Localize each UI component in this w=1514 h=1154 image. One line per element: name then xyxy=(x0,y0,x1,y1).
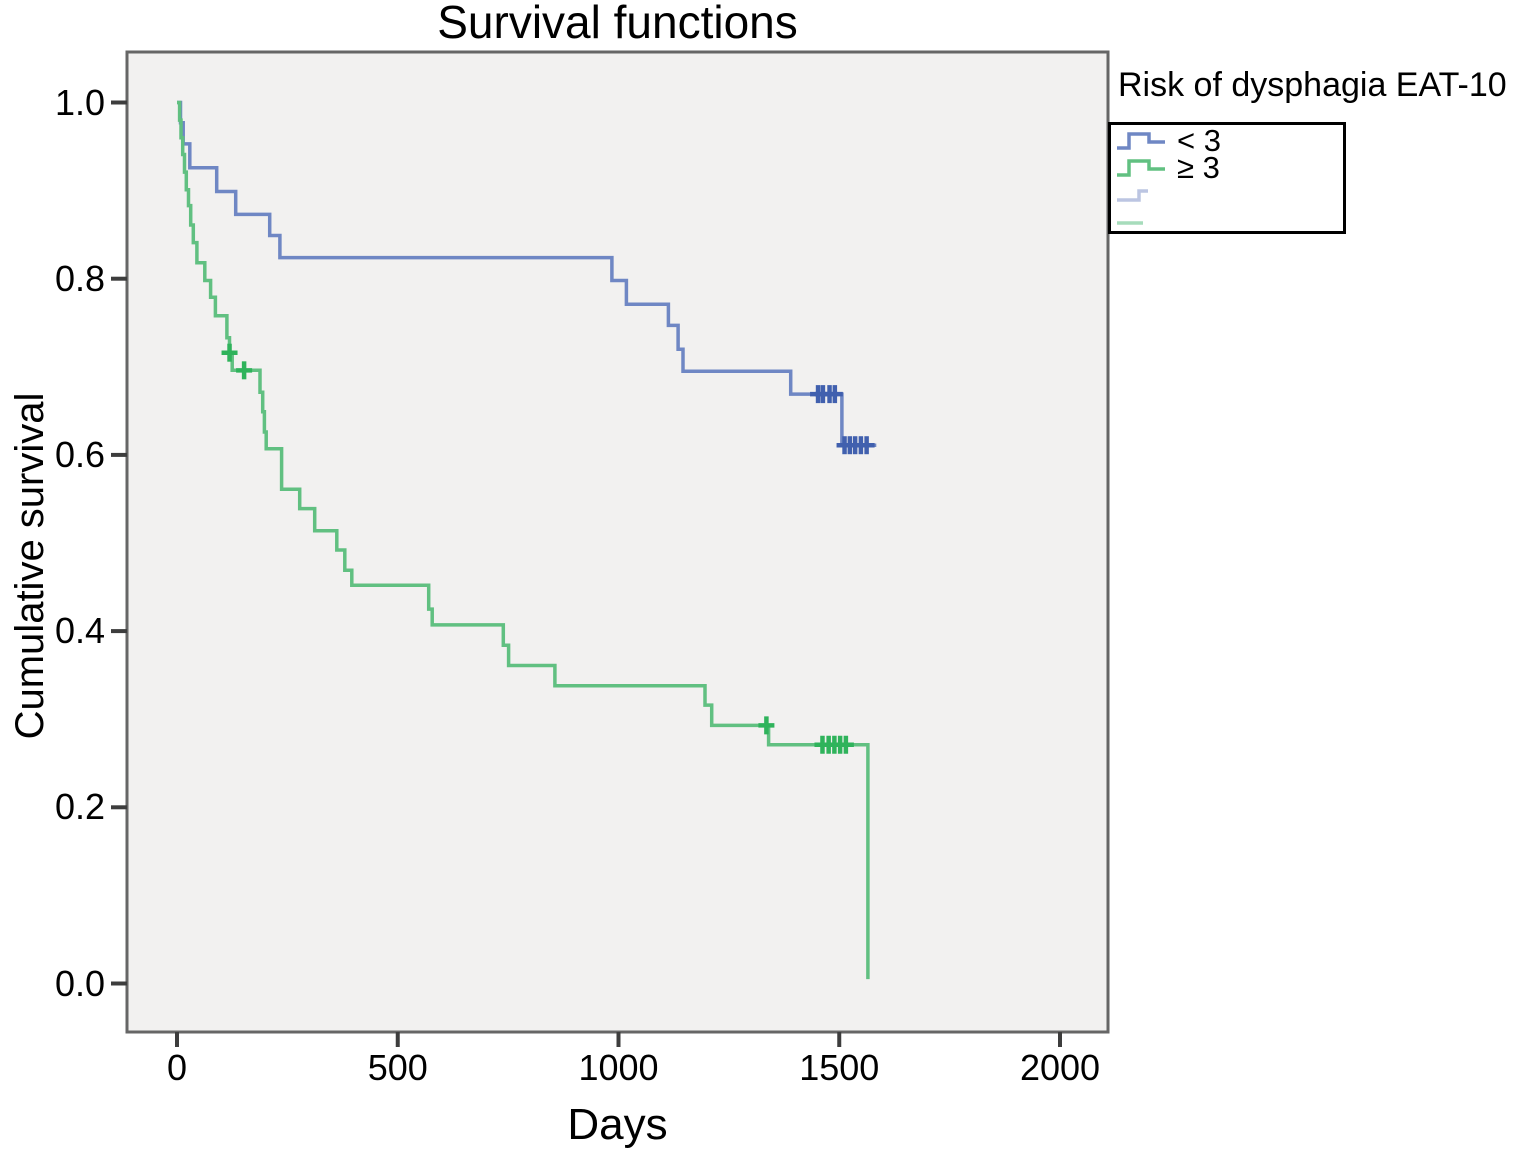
legend-title: Risk of dysphagia EAT-10 xyxy=(1118,66,1507,104)
x-tick-label: 500 xyxy=(367,1047,428,1088)
y-axis-title: Cumulative survival xyxy=(8,392,52,740)
legend-item: < 3 xyxy=(1115,123,1343,158)
y-tick-label: 1.0 xyxy=(54,81,105,123)
x-tick-label: 1500 xyxy=(799,1047,880,1088)
y-tick-label: 0.6 xyxy=(54,433,105,475)
x-axis-title: Days xyxy=(567,1100,668,1149)
y-tick-label: 0.4 xyxy=(54,610,105,652)
legend-item xyxy=(1115,181,1343,208)
y-tick-label: 0.2 xyxy=(54,786,105,828)
x-tick-label: 0 xyxy=(166,1047,188,1088)
survival-curve-lt3 xyxy=(177,100,877,447)
legend-censored-step-icon xyxy=(1117,188,1148,202)
y-tick-label: 0.0 xyxy=(54,962,105,1004)
x-tick-label: 1000 xyxy=(578,1047,659,1088)
legend-censored-dash-icon xyxy=(1117,220,1143,225)
legend-box: < 3 ≥ 3 xyxy=(1108,122,1346,234)
legend-item xyxy=(1115,208,1343,235)
plot-background xyxy=(125,50,1110,1034)
chart-title: Survival functions xyxy=(437,0,798,48)
x-tick-label: 2000 xyxy=(1019,1047,1101,1088)
y-tick-label: 0.8 xyxy=(54,257,105,299)
legend-label: < 3 xyxy=(1177,122,1221,158)
legend-step-icon xyxy=(1117,131,1165,150)
survival-curve-ge3 xyxy=(177,100,870,980)
legend-step-icon xyxy=(1117,158,1165,177)
legend-item: ≥ 3 xyxy=(1115,150,1343,185)
legend-label: ≥ 3 xyxy=(1177,149,1220,185)
